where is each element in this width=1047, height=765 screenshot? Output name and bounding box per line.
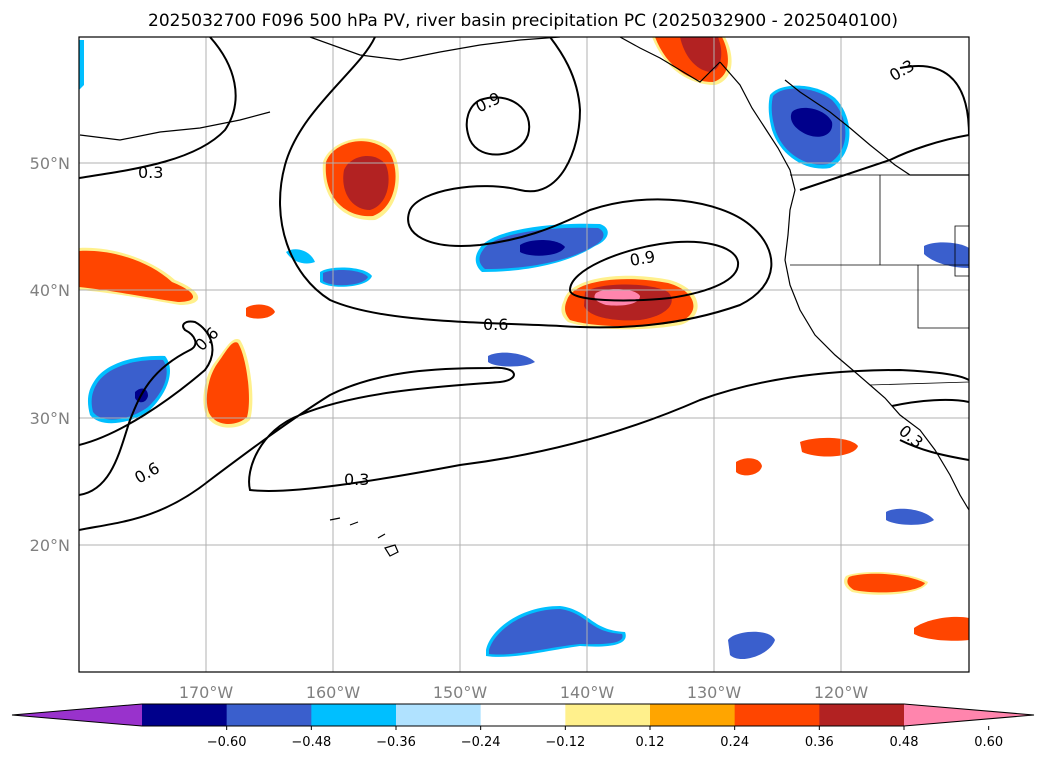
- longitude-ticks: 170°W 160°W 150°W 140°W 130°W 120°W: [179, 683, 869, 702]
- colorbar-extend-min: [12, 704, 142, 726]
- pv-contour-0.3: [891, 398, 969, 461]
- colorbar-outline: [11, 703, 1035, 727]
- lon-tick-label: 170°W: [179, 683, 234, 702]
- precip-blob: [343, 155, 389, 210]
- pv-contour-0.9: [568, 240, 740, 302]
- colorbar-segment: [480, 704, 566, 726]
- lat-tick-label: 20°N: [30, 536, 70, 555]
- colorbar-tick-label: −0.24: [461, 735, 501, 750]
- lon-tick-label: 140°W: [560, 683, 615, 702]
- lon-tick-label: 120°W: [814, 683, 869, 702]
- colorbar-segment: [311, 704, 397, 726]
- precip-blob: [323, 269, 368, 286]
- contour-label: 0.6: [483, 315, 508, 334]
- precip-blob: [91, 359, 167, 420]
- pv-contour-0.3: [79, 366, 969, 531]
- colorbar-extend-max: [904, 704, 1034, 726]
- precip-blob: [914, 616, 969, 641]
- colorbar-segment: [650, 704, 736, 726]
- lon-tick-label: 150°W: [433, 683, 488, 702]
- colorbar-tick-label: 0.60: [974, 735, 1003, 750]
- lon-tick-label: 130°W: [687, 683, 742, 702]
- map-frame: [78, 36, 970, 673]
- colorbar-segment: [565, 704, 651, 726]
- figure-title: 2025032700 F096 500 hPa PV, river basin …: [148, 11, 898, 31]
- colorbar-tick-label: −0.36: [376, 735, 416, 750]
- latitude-ticks: 50°N 40°N 30°N 20°N: [30, 154, 70, 555]
- precip-blob: [886, 508, 934, 525]
- contour-label: 0.9: [628, 247, 656, 270]
- colorbar: −0.60 −0.48 −0.36 −0.24 −0.12 0.12 0.24 0.36 0.4…: [11, 703, 1035, 750]
- contour-label: 0.3: [344, 470, 369, 489]
- colorbar-segment: [396, 704, 482, 726]
- precip-blob: [680, 37, 722, 72]
- graticule: [79, 37, 969, 672]
- colorbar-segment: [734, 704, 820, 726]
- precip-blob: [246, 304, 275, 319]
- colorbar-tick-label: 0.24: [720, 735, 749, 750]
- colorbar-tick-label: −0.48: [291, 735, 331, 750]
- precip-blob: [847, 573, 925, 593]
- pv-contours: [79, 37, 969, 531]
- colorbar-tick-label: 0.48: [890, 735, 919, 750]
- precip-blob: [489, 609, 623, 655]
- pv-contour-0.9: [465, 96, 531, 156]
- lon-tick-label: 160°W: [306, 683, 361, 702]
- precip-blob: [728, 631, 775, 660]
- precip-blob: [800, 437, 858, 457]
- coastlines: [79, 37, 969, 557]
- precip-blob: [790, 107, 833, 137]
- negative-precip-anomalies: [79, 40, 969, 660]
- lat-tick-label: 40°N: [30, 281, 70, 300]
- pv-contour-0.3: [799, 65, 969, 191]
- precip-blob: [286, 249, 315, 264]
- colorbar-tick-label: −0.12: [545, 735, 585, 750]
- state-borders: [790, 174, 969, 386]
- precip-blob: [79, 40, 84, 90]
- colorbar-tick-label: 0.12: [636, 735, 665, 750]
- lat-tick-label: 30°N: [30, 409, 70, 428]
- map-panel: 0.3 0.9 0.6 0.6 0.3 0.9 0.6 0.3 0.3: [79, 37, 969, 672]
- precip-blob: [924, 242, 969, 268]
- colorbar-segment: [226, 704, 312, 726]
- precip-blob: [206, 342, 249, 425]
- contour-label: 0.3: [138, 163, 163, 182]
- pv-contour-0.3: [79, 37, 237, 179]
- precip-blob: [736, 458, 762, 476]
- precip-blob: [594, 289, 640, 306]
- precip-blob: [488, 352, 535, 367]
- colorbar-segment: [142, 704, 228, 726]
- colorbar-segment: [819, 704, 905, 726]
- pv-contour-0.6: [79, 320, 214, 496]
- precip-blob: [79, 250, 194, 302]
- pv-contour-0.6: [279, 37, 773, 329]
- positive-precip-anomalies: [79, 37, 969, 641]
- lat-tick-label: 50°N: [30, 154, 70, 173]
- colorbar-tick-label: −0.60: [207, 735, 247, 750]
- precip-blob: [520, 239, 565, 256]
- colorbar-tick-label: 0.36: [805, 735, 834, 750]
